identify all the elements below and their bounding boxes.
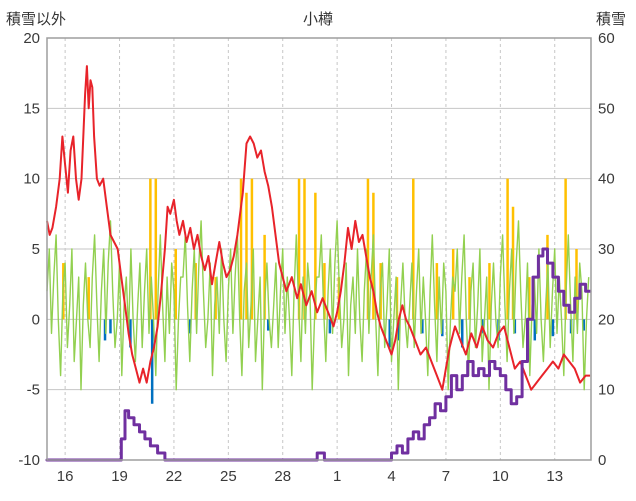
chart-title: 小樽 <box>302 11 334 28</box>
x-axis-tick-label: 13 <box>546 468 563 485</box>
right-axis-title: 積雪 <box>595 11 626 28</box>
right-axis-tick-label: 0 <box>598 452 606 469</box>
left-axis-tick-label: 20 <box>23 30 40 47</box>
left-axis-tick-label: 10 <box>23 171 40 188</box>
x-axis-tick-label: 28 <box>274 468 291 485</box>
plot-border <box>46 37 592 461</box>
right-axis-tick-label: 20 <box>598 311 615 328</box>
x-axis-tick-label: 25 <box>220 468 237 485</box>
x-axis-tick-label: 10 <box>492 468 509 485</box>
right-axis-tick-label: 30 <box>598 241 615 258</box>
series-snow-depth-step <box>45 247 592 462</box>
right-axis-tick-label: 10 <box>598 382 615 399</box>
left-axis-tick-label: 15 <box>23 100 40 117</box>
left-axis-tick-label: 5 <box>32 241 40 258</box>
right-axis-tick-label: 50 <box>598 100 615 117</box>
x-axis-tick-label: 16 <box>57 468 74 485</box>
right-axis-tick-label: 40 <box>598 171 615 188</box>
series-temperature-line <box>46 65 591 391</box>
left-axis-tick-label: -10 <box>18 452 40 469</box>
left-axis-tick-label: -5 <box>27 382 40 399</box>
gridlines <box>47 37 591 461</box>
x-axis-tick-label: 1 <box>333 468 341 485</box>
x-axis-tick-label: 22 <box>166 468 183 485</box>
right-axis-tick-label: 60 <box>598 30 615 47</box>
x-axis-tick-label: 7 <box>442 468 450 485</box>
x-axis-tick-label: 4 <box>387 468 395 485</box>
left-axis-title: 積雪以外 <box>6 11 67 28</box>
left-axis-tick-label: 0 <box>32 311 40 328</box>
x-axis-tick-label: 19 <box>111 468 128 485</box>
